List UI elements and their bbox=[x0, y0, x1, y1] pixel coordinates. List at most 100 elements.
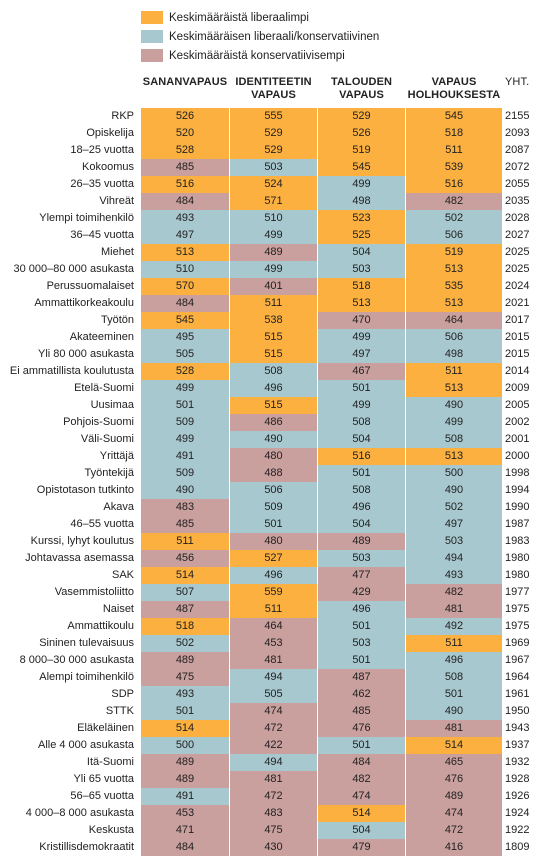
value-cell: 513 bbox=[406, 295, 502, 312]
value-cell: 501 bbox=[318, 465, 405, 482]
value-cell: 481 bbox=[230, 652, 317, 669]
value-cell: 535 bbox=[406, 278, 502, 295]
row-label: Itä-Suomi bbox=[86, 756, 134, 768]
value-cell: 524 bbox=[230, 176, 317, 193]
value-cell: 507 bbox=[141, 584, 229, 601]
value-cell: 492 bbox=[406, 618, 502, 635]
value-cell: 475 bbox=[141, 669, 229, 686]
value-cell: 516 bbox=[318, 448, 405, 465]
value-cell: 487 bbox=[318, 669, 405, 686]
value-cell: 484 bbox=[141, 295, 229, 312]
value-cell: 528 bbox=[141, 142, 229, 159]
row-label: Ammattikoulu bbox=[67, 620, 134, 632]
value-cell: 481 bbox=[406, 720, 502, 737]
value-cell: 483 bbox=[230, 805, 317, 822]
value-cell: 494 bbox=[230, 669, 317, 686]
row-label: Opiskelija bbox=[86, 127, 134, 139]
value-cell: 472 bbox=[230, 788, 317, 805]
value-cell: 529 bbox=[230, 125, 317, 142]
value-cell: 453 bbox=[230, 635, 317, 652]
value-cell: 509 bbox=[141, 465, 229, 482]
value-cell: 490 bbox=[141, 482, 229, 499]
value-cell: 484 bbox=[318, 754, 405, 771]
value-cell: 501 bbox=[318, 380, 405, 397]
total-cell: 2093 bbox=[505, 127, 530, 139]
value-cell: 570 bbox=[141, 278, 229, 295]
total-cell: 1961 bbox=[505, 688, 530, 700]
table-row: STTK 501 474 485 490 1950 bbox=[0, 703, 550, 720]
value-cell: 509 bbox=[230, 499, 317, 516]
value-cell: 489 bbox=[141, 754, 229, 771]
table-row: Kurssi, lyhyt koulutus 511 480 489 503 1983 bbox=[0, 533, 550, 550]
row-label: STTK bbox=[105, 705, 134, 717]
table-row: Opiskelija 520 529 526 518 2093 bbox=[0, 125, 550, 142]
table-row: Opistotason tutkinto 490 506 508 490 1994 bbox=[0, 482, 550, 499]
value-cell: 513 bbox=[406, 261, 502, 278]
total-cell: 2015 bbox=[505, 348, 530, 360]
value-cell: 475 bbox=[230, 822, 317, 839]
row-label: Kokoomus bbox=[82, 161, 134, 173]
table-row: Työtön 545 538 470 464 2017 bbox=[0, 312, 550, 329]
value-cell: 489 bbox=[141, 771, 229, 788]
value-cell: 511 bbox=[406, 142, 502, 159]
legend-item: Keskimääräistä konservatiivisempi bbox=[141, 46, 379, 65]
total-cell: 1990 bbox=[505, 501, 530, 513]
table-row: Alle 4 000 asukasta 500 422 501 514 1937 bbox=[0, 737, 550, 754]
total-cell: 1950 bbox=[505, 705, 530, 717]
total-cell: 2025 bbox=[505, 263, 530, 275]
value-cell: 489 bbox=[406, 788, 502, 805]
total-cell: 1932 bbox=[505, 756, 530, 768]
total-cell: 1980 bbox=[505, 569, 530, 581]
total-cell: 2024 bbox=[505, 280, 530, 292]
value-cell: 505 bbox=[230, 686, 317, 703]
column-header: VAPAUS HOLHOUKSESTA bbox=[407, 76, 501, 101]
value-cell: 499 bbox=[406, 414, 502, 431]
value-cell: 498 bbox=[406, 346, 502, 363]
value-cell: 503 bbox=[318, 261, 405, 278]
total-cell: 1926 bbox=[505, 790, 530, 802]
value-cell: 464 bbox=[230, 618, 317, 635]
value-cell: 538 bbox=[230, 312, 317, 329]
value-cell: 523 bbox=[318, 210, 405, 227]
value-cell: 503 bbox=[230, 159, 317, 176]
total-cell: 1975 bbox=[505, 603, 530, 615]
table-row: Uusimaa 501 515 499 490 2005 bbox=[0, 397, 550, 414]
value-cell: 501 bbox=[406, 686, 502, 703]
value-cell: 462 bbox=[318, 686, 405, 703]
total-cell: 2087 bbox=[505, 144, 530, 156]
value-cell: 496 bbox=[318, 601, 405, 618]
table-row: Eläkeläinen 514 472 476 481 1943 bbox=[0, 720, 550, 737]
value-cell: 506 bbox=[406, 329, 502, 346]
value-cell: 497 bbox=[318, 346, 405, 363]
value-cell: 491 bbox=[141, 788, 229, 805]
value-cell: 483 bbox=[141, 499, 229, 516]
row-label: Eläkeläinen bbox=[77, 722, 134, 734]
total-cell: 2072 bbox=[505, 161, 530, 173]
value-cell: 509 bbox=[141, 414, 229, 431]
row-label: 56–65 vuotta bbox=[70, 790, 134, 802]
value-cell: 491 bbox=[141, 448, 229, 465]
value-cell: 511 bbox=[230, 295, 317, 312]
table-row: Pohjois-Suomi 509 486 508 499 2002 bbox=[0, 414, 550, 431]
total-cell: 1937 bbox=[505, 739, 530, 751]
table-row: Akava 483 509 496 502 1990 bbox=[0, 499, 550, 516]
value-cell: 467 bbox=[318, 363, 405, 380]
value-cell: 511 bbox=[141, 533, 229, 550]
total-cell: 1928 bbox=[505, 773, 530, 785]
total-cell: 2055 bbox=[505, 178, 530, 190]
table-row: 46–55 vuotta 485 501 504 497 1987 bbox=[0, 516, 550, 533]
value-cell: 474 bbox=[406, 805, 502, 822]
value-cell: 486 bbox=[230, 414, 317, 431]
total-cell: 2035 bbox=[505, 195, 530, 207]
value-cell: 539 bbox=[406, 159, 502, 176]
value-cell: 559 bbox=[230, 584, 317, 601]
row-label: Akateeminen bbox=[69, 331, 134, 343]
value-cell: 510 bbox=[230, 210, 317, 227]
row-label: 8 000–30 000 asukasta bbox=[19, 654, 134, 666]
table-row: Sininen tulevaisuus 502 453 503 511 1969 bbox=[0, 635, 550, 652]
row-label: Keskusta bbox=[88, 824, 134, 836]
value-cell: 501 bbox=[141, 703, 229, 720]
value-cell: 519 bbox=[318, 142, 405, 159]
table-row: 8 000–30 000 asukasta 489 481 501 496 1967 bbox=[0, 652, 550, 669]
row-label: Ei ammatillista koulutusta bbox=[9, 365, 134, 377]
